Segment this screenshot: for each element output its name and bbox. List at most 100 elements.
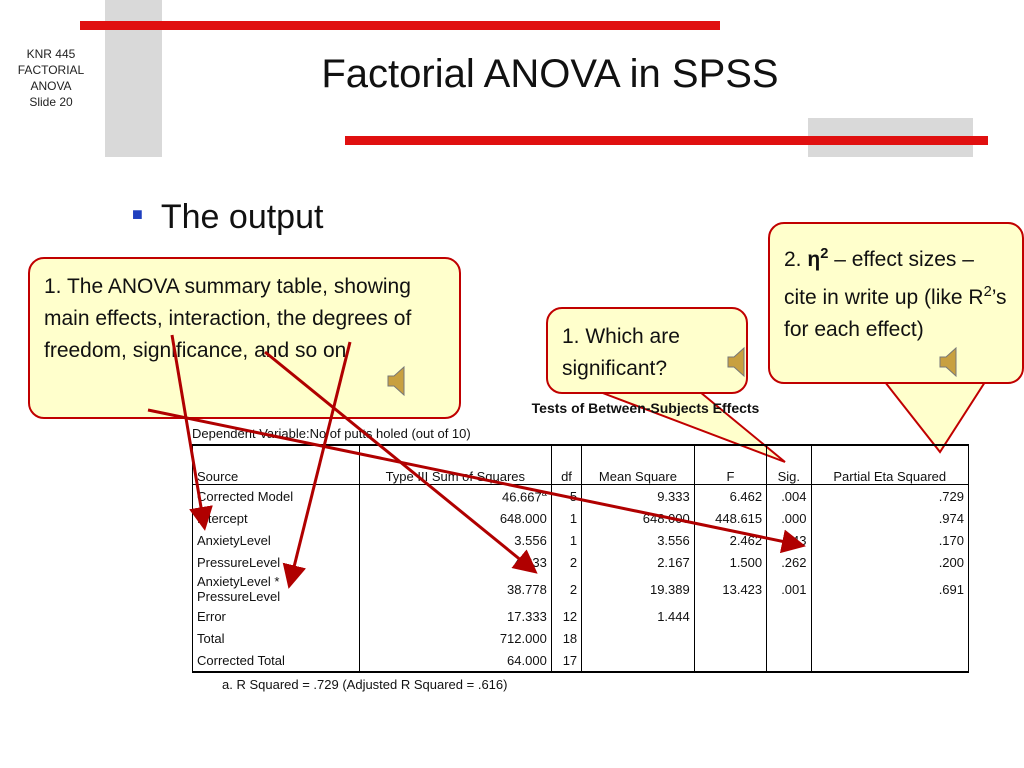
cell: .000 — [766, 507, 812, 529]
callout: 2. η2 – effect sizes – cite in write up … — [768, 222, 1024, 384]
cell: 3.556 — [581, 529, 695, 551]
bullet-text: The output — [160, 198, 324, 236]
row-label: Intercept — [192, 507, 360, 529]
empty-cell — [810, 605, 969, 627]
anova-table: Tests of Between-Subjects Effects Depend… — [192, 400, 969, 692]
bullet: ■ The output — [132, 198, 324, 236]
column-header: df — [550, 444, 583, 485]
cell: 17 — [550, 649, 583, 673]
empty-cell — [581, 649, 695, 673]
row-label: Corrected Total — [192, 649, 360, 673]
table: Source Type III Sum of Squares df Mean Squa… — [192, 444, 969, 673]
cell: 4.333 — [358, 551, 552, 573]
eta: η — [807, 248, 821, 271]
cell: .974 — [810, 507, 969, 529]
empty-cell — [766, 627, 812, 649]
cell: 2.167 — [581, 551, 695, 573]
superscript: 2 — [820, 246, 829, 262]
callout-text: 1. The ANOVA summary table, showing main… — [44, 275, 412, 362]
table-subtitle: Dependent Variable:No of putts holed (ou… — [192, 426, 471, 441]
cell: 648.000 — [358, 507, 552, 529]
cell: 9.333 — [581, 484, 695, 507]
cell: .170 — [810, 529, 969, 551]
empty-cell — [693, 627, 768, 649]
row-label: PressureLevel — [192, 551, 360, 573]
sidebar-line: KNR 445 — [26, 47, 76, 61]
empty-cell — [581, 627, 695, 649]
callout-text: 2. — [784, 248, 808, 271]
callout-text: – effect sizes – cite in write up (like … — [784, 248, 984, 309]
cell: 1 — [550, 529, 583, 551]
cell: 5 — [550, 484, 583, 507]
table-row: Total 712.000 18 — [192, 627, 969, 649]
cell: 19.389 — [581, 573, 695, 605]
table-row: Error 17.333 12 1.444 — [192, 605, 969, 627]
sidebar-line: Slide 20 — [29, 95, 73, 109]
cell: 2 — [550, 573, 583, 605]
footnote-mark: a — [541, 487, 547, 498]
superscript: 2 — [983, 284, 992, 300]
cell: .729 — [810, 484, 969, 507]
column-header: Source — [192, 444, 360, 485]
cell: 448.615 — [693, 507, 768, 529]
table-row: AnxietyLevel 3.556 1 3.556 2.462.143.170 — [192, 529, 969, 551]
red-rule — [80, 21, 720, 30]
cell: .262 — [766, 551, 812, 573]
empty-cell — [693, 649, 768, 673]
row-label: Error — [192, 605, 360, 627]
callout-text: 1. Which are significant? — [562, 325, 680, 380]
slide-title: Factorial ANOVA in SPSS — [321, 52, 779, 96]
cell: .004 — [766, 484, 812, 507]
sidebar: KNR 445 FACTORIAL ANOVA Slide 20 — [10, 46, 92, 110]
column-header: Partial Eta Squared — [810, 444, 969, 485]
column-header: F — [693, 444, 768, 485]
cell: .691 — [810, 573, 969, 605]
cell-text: 46.667 — [501, 489, 542, 505]
cell: 2.462 — [693, 529, 768, 551]
cell: 3.556 — [358, 529, 552, 551]
table-footnote: a. R Squared = .729 (Adjusted R Squared … — [222, 677, 508, 692]
empty-cell — [766, 649, 812, 673]
column-header: Type III Sum of Squares — [358, 444, 552, 485]
empty-cell — [810, 627, 969, 649]
cell: 1.500 — [693, 551, 768, 573]
column-header: Mean Square — [581, 444, 695, 485]
cell: 64.000 — [358, 649, 552, 673]
callout-text: ’s for each effect) — [784, 286, 1007, 341]
table-row: Corrected Model 46.667a 5 9.333 6.462.004.72… — [192, 484, 969, 507]
sidebar-line: ANOVA — [30, 79, 72, 93]
cell: 648.000 — [581, 507, 695, 529]
cell: 38.778 — [358, 573, 552, 605]
cell: .001 — [766, 573, 812, 605]
row-label: AnxietyLevel — [192, 529, 360, 551]
cell: 2 — [550, 551, 583, 573]
table-row: AnxietyLevel * PressureLevel 38.778 2 19.38… — [192, 573, 969, 605]
cell: .143 — [766, 529, 812, 551]
row-label: Total — [192, 627, 360, 649]
sidebar-line: FACTORIAL — [17, 63, 85, 77]
cell: 12 — [550, 605, 583, 627]
table-row: Corrected Total 64.000 17 — [192, 649, 969, 673]
row-label: AnxietyLevel * PressureLevel — [192, 573, 360, 605]
table-row: Intercept 648.000 1 648.000 448.615.000.974 — [192, 507, 969, 529]
empty-cell — [766, 605, 812, 627]
empty-cell — [693, 605, 768, 627]
cell: 1 — [550, 507, 583, 529]
red-rule — [345, 136, 988, 145]
row-label: Corrected Model — [192, 484, 360, 507]
cell: 712.000 — [358, 627, 552, 649]
cell: 6.462 — [693, 484, 768, 507]
callout: 1. The ANOVA summary table, showing main… — [28, 257, 461, 419]
column-header: Sig. — [766, 444, 812, 485]
callout: 1. Which are significant? — [546, 307, 748, 394]
cell: .200 — [810, 551, 969, 573]
cell: 46.667a — [358, 484, 552, 507]
empty-cell — [810, 649, 969, 673]
table-row: PressureLevel 4.333 2 2.167 1.500.262.200 — [192, 551, 969, 573]
cell: 13.423 — [693, 573, 768, 605]
cell: 18 — [550, 627, 583, 649]
cell: 17.333 — [358, 605, 552, 627]
cell: 1.444 — [581, 605, 695, 627]
